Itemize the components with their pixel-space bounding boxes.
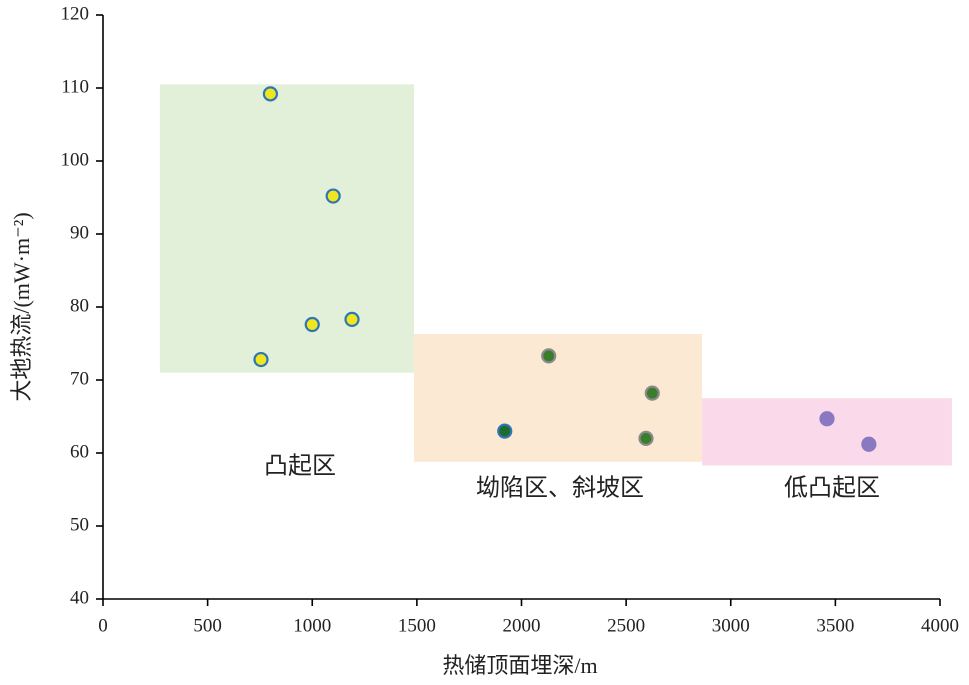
point xyxy=(861,436,877,452)
point xyxy=(497,423,513,439)
x-tick-label: 3500 xyxy=(816,615,854,636)
x-axis-label: 热储顶面埋深/m xyxy=(442,653,597,678)
x-tick-label: 2000 xyxy=(503,615,541,636)
y-axis-label: 大地热流/(mW·m⁻²) xyxy=(9,212,34,401)
y-tick-label: 50 xyxy=(70,514,89,535)
point xyxy=(325,188,341,204)
x-tick-label: 2500 xyxy=(607,615,645,636)
region-label: 坳陷区、斜坡区 xyxy=(476,475,644,502)
x-tick-label: 1000 xyxy=(293,615,331,636)
region xyxy=(159,84,414,373)
x-tick-label: 0 xyxy=(98,615,108,636)
point xyxy=(344,311,360,328)
y-tick-label: 90 xyxy=(70,222,89,243)
x-tick-label: 1500 xyxy=(398,615,436,636)
y-tick-label: 80 xyxy=(70,295,89,316)
region-label: 凸起区 xyxy=(264,453,336,480)
point xyxy=(253,351,269,368)
x-tick-label: 500 xyxy=(193,615,222,636)
point xyxy=(819,411,835,427)
region-label: 低凸起区 xyxy=(784,475,880,502)
y-tick-label: 70 xyxy=(70,368,89,389)
y-tick-label: 100 xyxy=(61,149,90,170)
point xyxy=(304,316,320,333)
x-tick-label: 4000 xyxy=(921,615,959,636)
point xyxy=(541,348,557,364)
region xyxy=(702,398,952,466)
y-tick-label: 120 xyxy=(61,3,90,24)
point xyxy=(262,86,278,102)
point xyxy=(644,385,660,401)
y-tick-label: 110 xyxy=(61,76,89,97)
y-tick-label: 40 xyxy=(70,587,89,608)
region xyxy=(413,334,703,462)
y-tick-label: 60 xyxy=(70,441,89,462)
point xyxy=(638,430,654,446)
x-tick-label: 3000 xyxy=(712,615,750,636)
